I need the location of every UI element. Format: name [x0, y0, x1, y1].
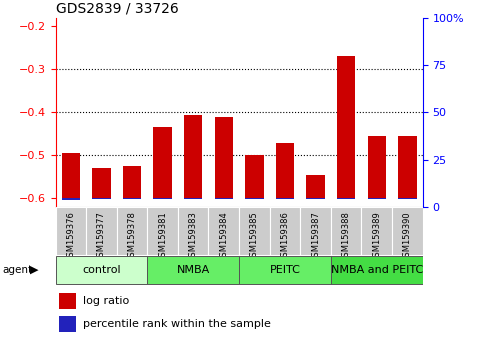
Text: GSM159389: GSM159389 — [372, 211, 381, 262]
Bar — [59, 316, 76, 332]
Bar — [56, 207, 86, 255]
Bar — [154, 127, 172, 199]
Bar — [270, 207, 300, 255]
Bar — [337, 56, 355, 199]
Bar — [147, 207, 178, 255]
Text: GSM159384: GSM159384 — [219, 211, 228, 262]
Bar — [239, 207, 270, 255]
Bar — [209, 207, 239, 255]
Text: NMBA and PEITC: NMBA and PEITC — [331, 265, 423, 275]
Bar — [178, 207, 209, 255]
Bar — [392, 207, 423, 255]
Text: ▶: ▶ — [30, 265, 39, 275]
Text: GSM159385: GSM159385 — [250, 211, 259, 262]
Text: GSM159377: GSM159377 — [97, 211, 106, 262]
Bar — [331, 256, 423, 284]
Bar — [214, 117, 233, 199]
Text: GSM159388: GSM159388 — [341, 211, 351, 262]
Bar — [86, 207, 117, 255]
Bar — [245, 155, 264, 199]
Bar — [62, 153, 80, 199]
Text: GSM159376: GSM159376 — [66, 211, 75, 262]
Bar — [184, 115, 202, 199]
Bar — [92, 169, 111, 199]
Text: NMBA: NMBA — [177, 265, 210, 275]
Bar — [62, 199, 80, 200]
Bar — [368, 136, 386, 199]
Bar — [117, 207, 147, 255]
Text: GSM159381: GSM159381 — [158, 211, 167, 262]
Bar — [59, 293, 76, 309]
Text: GSM159386: GSM159386 — [281, 211, 289, 262]
Bar — [239, 256, 331, 284]
Text: percentile rank within the sample: percentile rank within the sample — [83, 319, 271, 330]
Bar — [361, 207, 392, 255]
Bar — [306, 175, 325, 199]
Text: control: control — [82, 265, 121, 275]
Bar — [123, 166, 141, 199]
Text: GSM159378: GSM159378 — [128, 211, 137, 262]
Bar — [331, 207, 361, 255]
Text: GSM159390: GSM159390 — [403, 211, 412, 262]
Text: GSM159387: GSM159387 — [311, 211, 320, 262]
Text: GSM159383: GSM159383 — [189, 211, 198, 262]
Bar — [56, 256, 147, 284]
Bar — [276, 143, 294, 199]
Text: agent: agent — [2, 265, 32, 275]
Text: GDS2839 / 33726: GDS2839 / 33726 — [56, 1, 178, 15]
Text: PEITC: PEITC — [270, 265, 300, 275]
Text: log ratio: log ratio — [83, 296, 129, 307]
Bar — [300, 207, 331, 255]
Bar — [398, 136, 416, 199]
Bar — [147, 256, 239, 284]
